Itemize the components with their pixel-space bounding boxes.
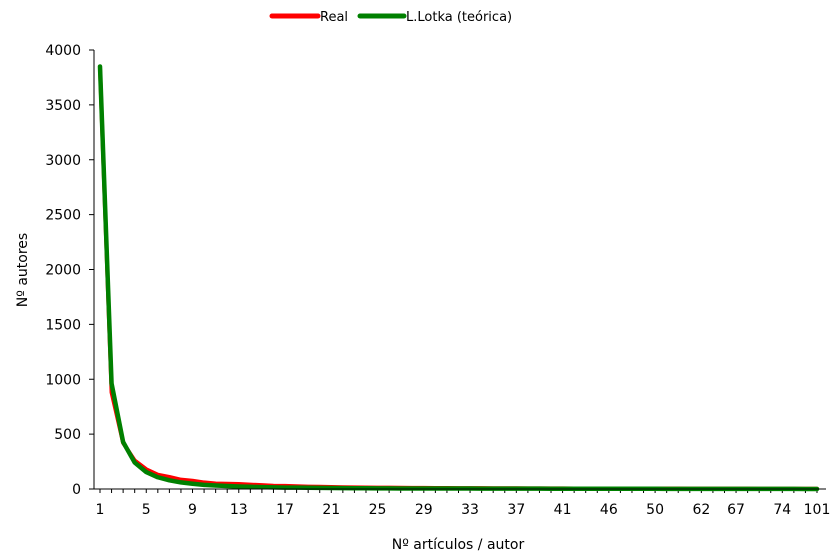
x-tick-label: 29	[415, 502, 433, 518]
x-tick-label: 74	[773, 502, 791, 518]
x-tick-label: 46	[600, 502, 618, 518]
y-tick-label: 500	[54, 427, 81, 443]
x-tick-label: 33	[461, 502, 479, 518]
x-tick-label: 9	[188, 502, 197, 518]
x-tick-label: 41	[554, 502, 572, 518]
x-axis-title: Nº artículos / autor	[392, 537, 525, 553]
x-tick-label: 101	[804, 502, 831, 518]
y-axis-ticks: 0 500 1000 1500 2000 2500 3000 3500 4000	[45, 43, 94, 498]
legend-label-lotka: L.Lotka (teórica)	[406, 10, 512, 25]
series-lines	[97, 64, 820, 492]
y-tick-label: 3500	[45, 98, 81, 114]
series-line-real	[98, 65, 819, 491]
x-axis-ticks: 1 5 9 13 17 21 25 29 33 37 41 46 50 62 67 74 101	[96, 489, 831, 518]
y-axis-title: Nº autores	[15, 233, 31, 307]
y-tick-label: 3000	[45, 153, 81, 169]
x-tick-label: 1	[96, 502, 105, 518]
x-tick-label: 21	[322, 502, 340, 518]
legend: Real L.Lotka (teórica)	[269, 10, 512, 25]
x-tick-label: 37	[507, 502, 525, 518]
y-tick-label: 1500	[45, 317, 81, 333]
x-tick-label: 25	[369, 502, 387, 518]
y-tick-label: 0	[72, 482, 81, 498]
y-tick-label: 4000	[45, 43, 81, 59]
x-tick-label: 67	[727, 502, 745, 518]
x-tick-label: 17	[276, 502, 294, 518]
legend-label-real: Real	[320, 10, 348, 25]
x-tick-label: 13	[230, 502, 248, 518]
y-tick-label: 2500	[45, 208, 81, 224]
x-tick-label: 5	[142, 502, 151, 518]
x-tick-label: 50	[646, 502, 664, 518]
x-tick-label: 62	[692, 502, 710, 518]
y-tick-label: 1000	[45, 372, 81, 388]
y-tick-label: 2000	[45, 263, 81, 279]
series-line-lotka	[97, 64, 820, 492]
